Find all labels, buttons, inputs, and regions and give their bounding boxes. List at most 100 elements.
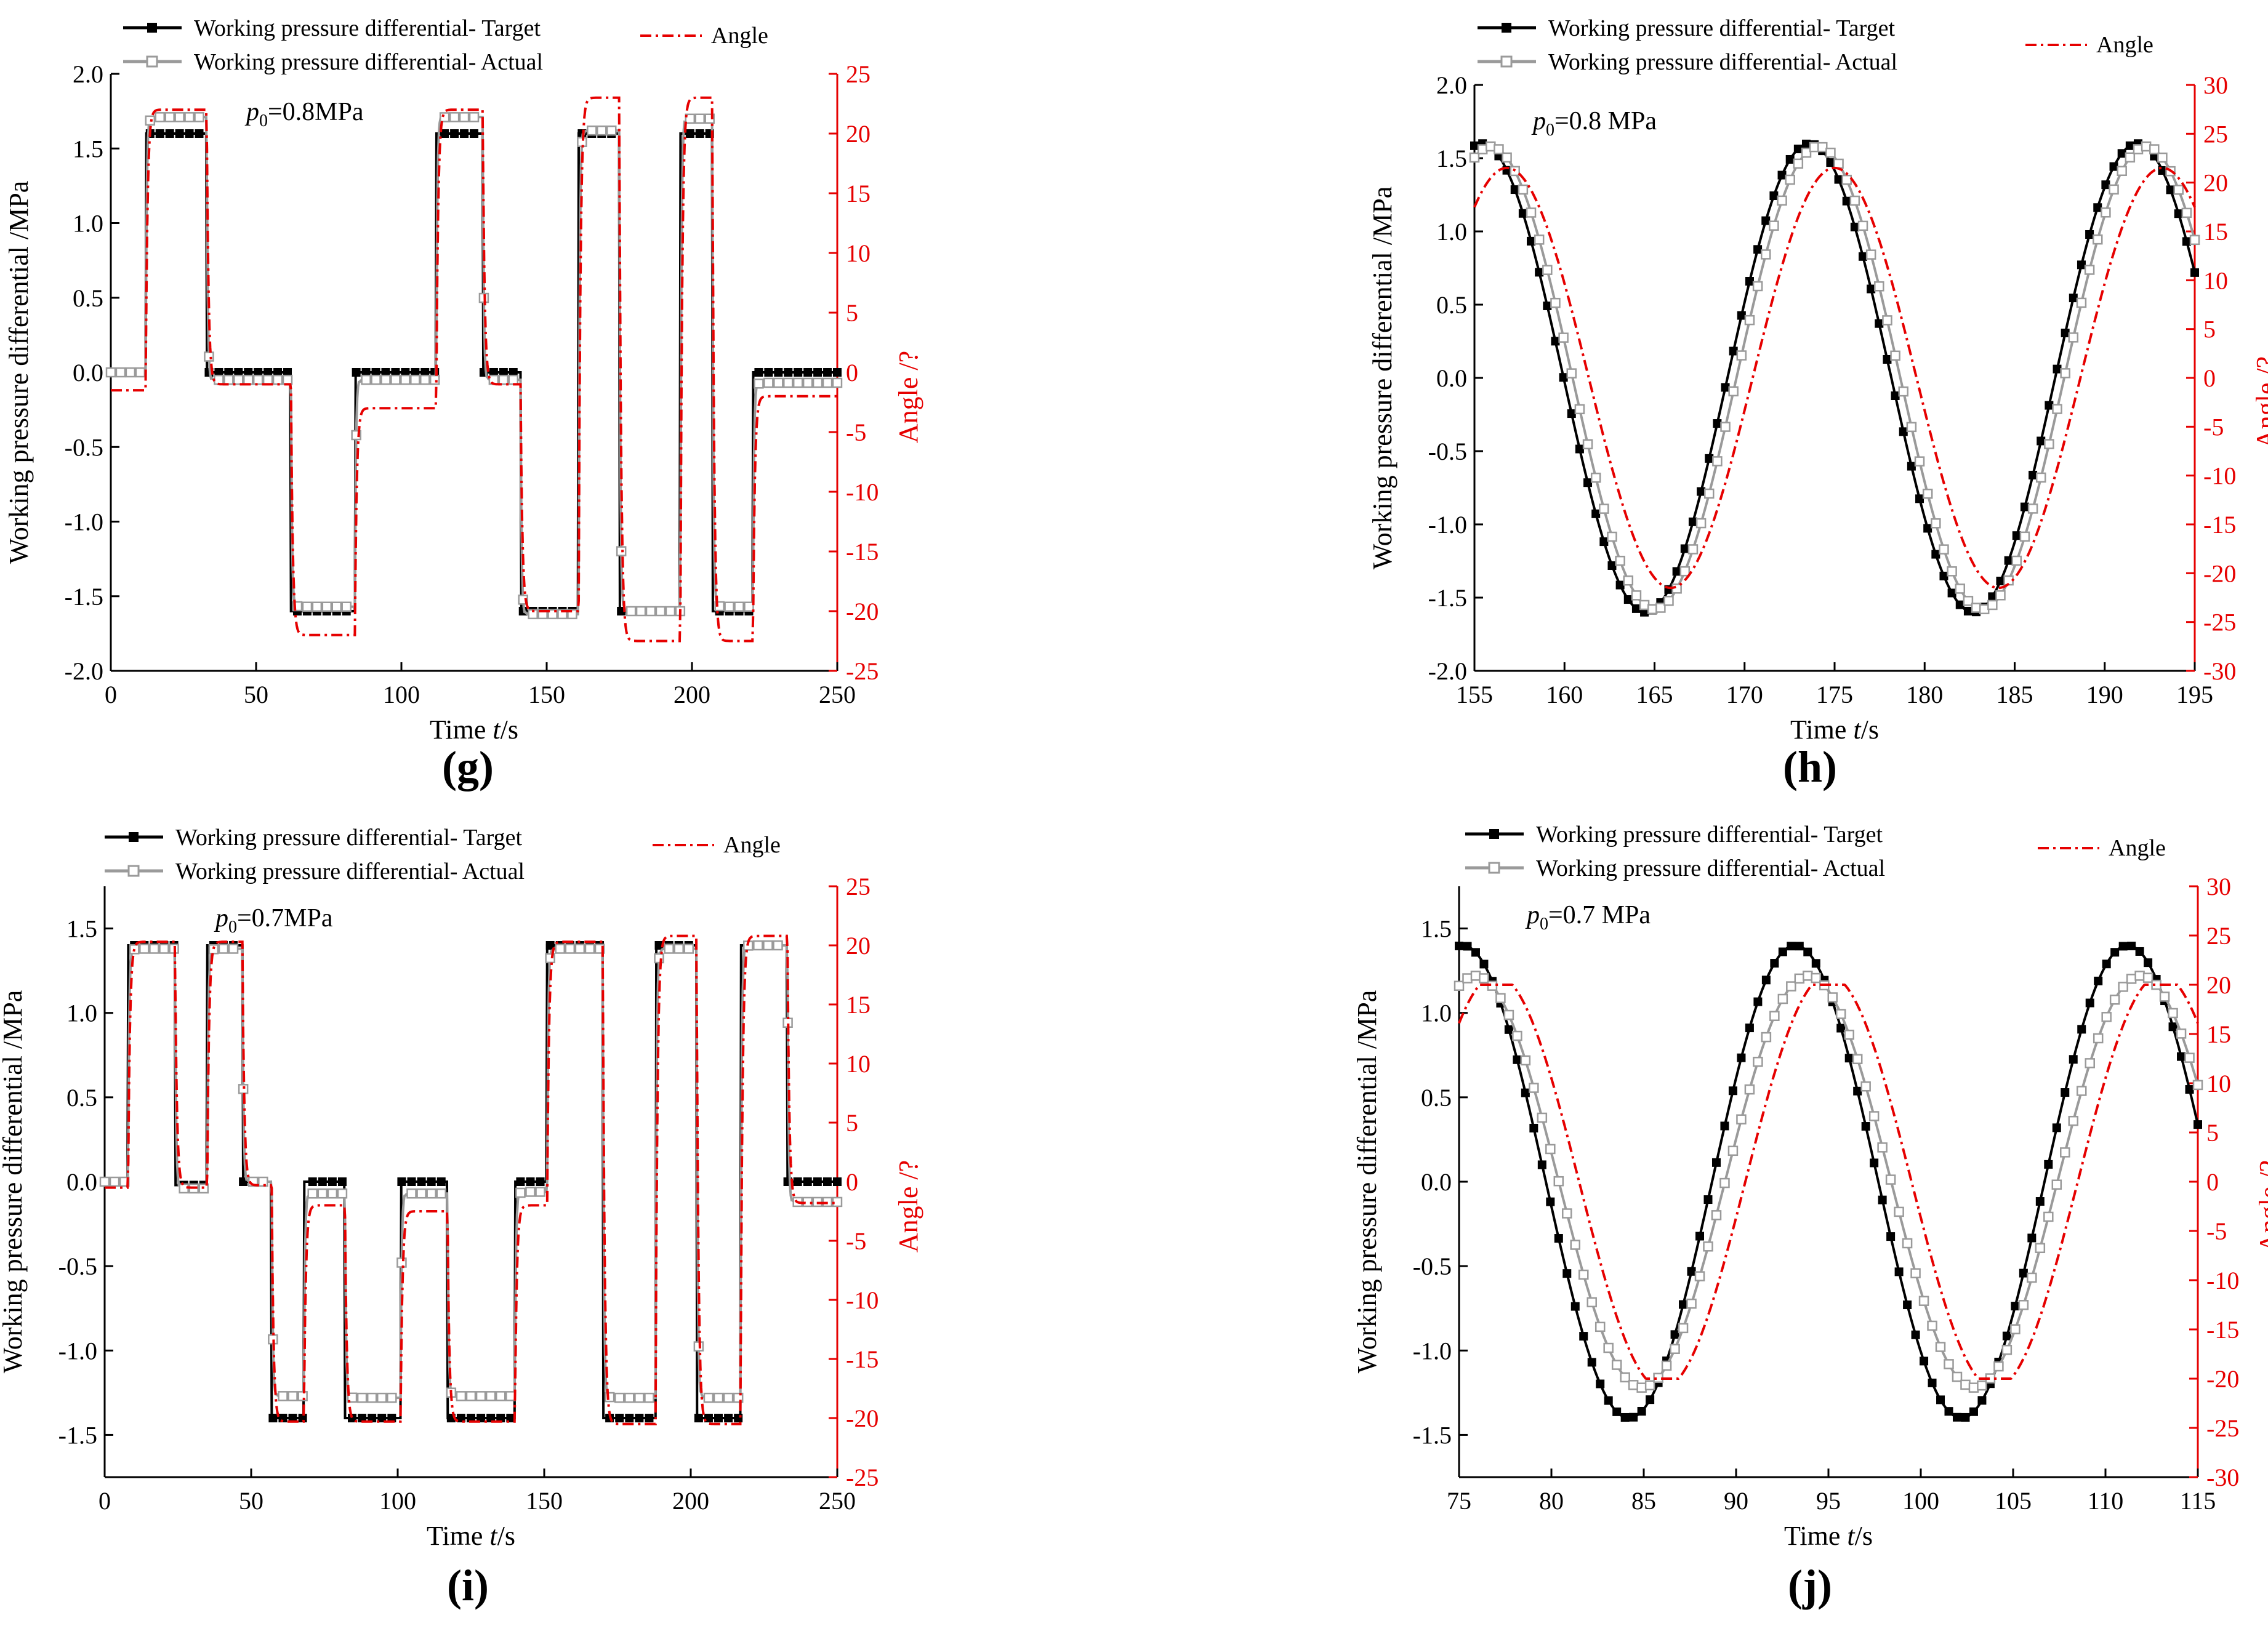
target-marker-j <box>2144 958 2153 968</box>
x-axis-label-text: Time <box>1784 1521 1847 1551</box>
target-marker-j <box>1886 1232 1896 1241</box>
target-marker-i <box>377 1414 387 1422</box>
target-marker-g <box>754 368 763 377</box>
actual-marker-i <box>99 1176 110 1187</box>
y-tick-label-i: -0.5 <box>58 1252 97 1280</box>
angle-series-g <box>111 96 837 643</box>
target-marker-j <box>1637 1406 1646 1416</box>
actual-marker-g <box>734 601 744 612</box>
target-marker-h <box>1631 604 1641 613</box>
actual-marker-g <box>194 112 204 122</box>
actual-marker-i <box>258 1176 268 1187</box>
actual-marker-h <box>1736 350 1747 361</box>
target-marker-j <box>1936 1395 1945 1405</box>
actual-marker-h <box>2157 152 2168 163</box>
y2-tick-label-g: -25 <box>846 657 879 685</box>
actual-marker-g <box>331 601 342 612</box>
target-marker-h <box>1875 319 1884 328</box>
target-marker-j <box>1861 1122 1870 1131</box>
actual-marker-h <box>1679 566 1691 577</box>
legend-actual-marker <box>127 865 140 877</box>
target-marker-g <box>823 368 832 377</box>
actual-marker-h <box>1963 596 1974 606</box>
y2-tick-label-g: -15 <box>846 538 879 566</box>
x-tick-label-i: 250 <box>819 1487 856 1515</box>
y2-tick-label-g: 20 <box>846 120 871 148</box>
target-marker-h <box>1543 301 1552 310</box>
actual-marker-h <box>1534 234 1545 245</box>
x-tick-label-j: 100 <box>1902 1487 1939 1515</box>
y-tick-label-g: 1.0 <box>73 210 103 238</box>
y2-tick-label-i: 10 <box>846 1050 871 1078</box>
actual-marker-g <box>272 374 283 385</box>
x-tick-label-g: 250 <box>819 681 856 708</box>
target-marker-h <box>1527 236 1536 246</box>
actual-marker-i <box>565 944 576 954</box>
target-marker-j <box>1911 1330 1920 1339</box>
legend-target-marker <box>129 832 139 842</box>
actual-marker-j <box>2051 1179 2062 1190</box>
actual-marker-j <box>1894 1206 1904 1217</box>
actual-marker-h <box>2068 332 2079 343</box>
actual-marker-j <box>1603 1342 1614 1353</box>
target-marker-j <box>1853 1086 1862 1096</box>
target-marker-h <box>1761 216 1771 225</box>
target-marker-j <box>1836 1024 1846 1033</box>
y2-tick-label-h: -20 <box>2203 559 2236 587</box>
target-marker-h <box>1793 144 1803 153</box>
actual-marker-j <box>2001 1344 2013 1355</box>
actual-marker-j <box>1661 1360 1672 1371</box>
actual-marker-h <box>2092 234 2103 245</box>
actual-marker-j <box>2184 1052 2195 1063</box>
actual-marker-h <box>1882 315 1892 326</box>
panel-j-caption: (j) <box>1788 1561 1832 1610</box>
actual-marker-j <box>2168 1008 2178 1019</box>
y-tick-label-j: -0.5 <box>1413 1252 1452 1280</box>
actual-marker-h <box>1761 249 1771 260</box>
target-marker-i <box>427 1177 436 1186</box>
legend-angle-label: Angle <box>2109 835 2166 861</box>
actual-series-i <box>105 944 837 1400</box>
actual-marker-h <box>1777 195 1787 206</box>
target-marker-h <box>2045 401 2054 410</box>
actual-marker-i <box>396 1257 407 1268</box>
actual-marker-h <box>1518 184 1529 195</box>
target-marker-i <box>545 941 555 950</box>
actual-marker-h <box>2027 503 2038 514</box>
p0-symbol: p <box>1525 901 1540 929</box>
actual-marker-h <box>1502 152 1512 163</box>
actual-marker-j <box>2176 1028 2187 1039</box>
actual-marker-h <box>2173 185 2184 195</box>
target-marker-i <box>318 1177 327 1186</box>
target-marker-i <box>803 1177 812 1186</box>
actual-marker-h <box>2084 265 2095 275</box>
y-tick-label-g: 1.5 <box>73 135 103 162</box>
x-axis-label-h: Time t/s <box>1790 715 1879 745</box>
target-marker-g <box>401 368 410 377</box>
actual-marker-j <box>1594 1321 1606 1332</box>
y2-tick-label-g: 0 <box>846 359 858 387</box>
target-marker-j <box>1778 947 1787 956</box>
target-marker-i <box>625 1414 634 1422</box>
target-marker-g <box>784 368 793 377</box>
target-marker-g <box>695 129 704 138</box>
actual-marker-i <box>634 1392 645 1403</box>
actual-marker-h <box>1874 281 1884 292</box>
x-tick-label-j: 95 <box>1816 1487 1841 1515</box>
actual-marker-h <box>2125 152 2136 163</box>
actual-marker-i <box>356 1392 368 1403</box>
actual-marker-j <box>2076 1086 2087 1096</box>
target-marker-j <box>1720 1121 1729 1131</box>
y2-tick-label-i: 25 <box>846 873 871 900</box>
target-marker-h <box>1867 284 1876 294</box>
target-marker-h <box>2125 141 2134 150</box>
p0-subscript: 0 <box>228 918 237 937</box>
actual-marker-j <box>2142 972 2153 983</box>
target-marker-h <box>1907 462 1916 471</box>
target-marker-h <box>1859 252 1868 261</box>
y-tick-label-i: 1.0 <box>66 1000 97 1027</box>
y2-tick-label-g: 10 <box>846 239 871 267</box>
actual-marker-j <box>1636 1382 1647 1393</box>
y2-tick-label-g: -5 <box>846 419 866 446</box>
y2-tick-label-h: -15 <box>2203 511 2236 539</box>
